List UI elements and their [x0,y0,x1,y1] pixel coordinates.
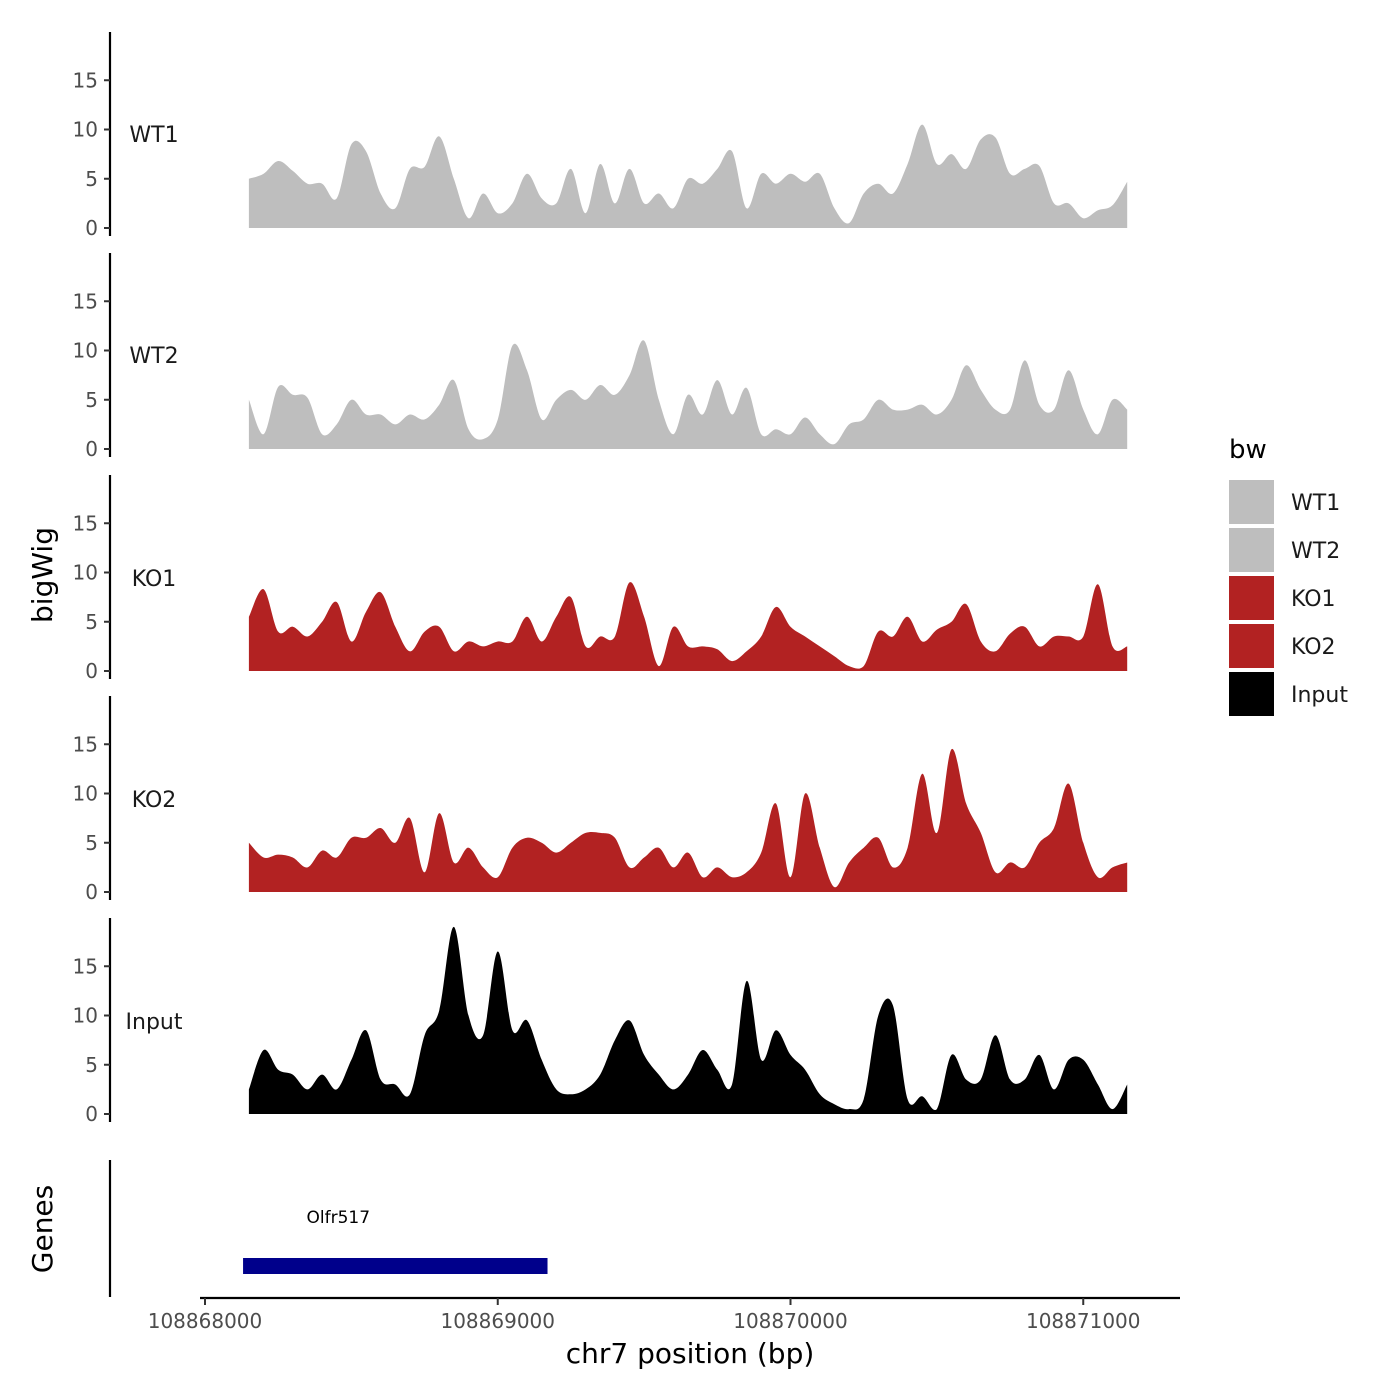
legend-label-ko1: KO1 [1291,587,1336,612]
y-axis-title: bigWig [26,527,59,623]
y-tick-label: 0 [85,216,98,240]
y-tick-label: 10 [73,1004,98,1028]
y-tick-label: 5 [85,388,98,412]
y-tick-label: 5 [85,167,98,191]
area-ko2 [248,748,1128,892]
y-tick-label: 0 [85,659,98,683]
legend-key-ko1 [1229,576,1274,620]
x-tick-label: 108869000 [440,1309,555,1333]
legend-label-wt1: WT1 [1291,491,1340,516]
track-ko1: 0 5 10 15 KO1 [73,475,1128,683]
track-wt1: 0 5 10 15 WT1 [73,32,1128,240]
y-tick-label: 15 [73,68,98,92]
y-tick-label: 15 [73,289,98,313]
legend-key-ko2 [1229,624,1274,668]
gene-olfr517 [243,1258,548,1274]
y-tick-label: 5 [85,1053,98,1077]
y-tick-label: 0 [85,1102,98,1126]
y-tick-label: 5 [85,610,98,634]
legend-label-input: Input [1291,683,1348,708]
track-label-wt2: WT2 [129,344,178,369]
y-tick-label: 10 [73,561,98,585]
x-axis-title: chr7 position (bp) [566,1337,815,1370]
x-axis: 108868000 108869000 108870000 108871000 [148,1296,1180,1333]
gene-track-panel: Olfr517 [108,1160,548,1297]
area-wt2 [248,340,1128,449]
y-tick-label: 10 [73,782,98,806]
legend-label-wt2: WT2 [1291,539,1340,564]
y-tick-label: 15 [73,511,98,535]
y-tick-label: 5 [85,831,98,855]
y-tick-label: 15 [73,732,98,756]
track-label-input: Input [126,1010,183,1035]
y-tick-label: 10 [73,339,98,363]
legend-key-input [1229,672,1274,716]
legend: bw WT1 WT2 KO1 KO2 Input [1229,435,1348,716]
legend-key-wt1 [1229,480,1274,524]
track-input: 0 5 10 15 Input [73,918,1128,1126]
x-tick-label: 108870000 [733,1309,848,1333]
track-wt2: 0 5 10 15 WT2 [73,253,1128,461]
track-label-ko2: KO2 [132,788,177,813]
track-label-ko1: KO1 [132,567,177,592]
y-tick-label: 10 [73,118,98,142]
legend-key-wt2 [1229,528,1274,572]
y-tick-label: 15 [73,954,98,978]
coverage-tracks: 0 5 10 15 WT1 0 5 10 15 WT2 0 5 10 15 KO1 0 5 10 15 KO2 0 5 10… [73,32,1128,1126]
area-wt1 [248,124,1128,228]
track-ko2: 0 5 10 15 KO2 [73,696,1128,904]
y-tick-label: 0 [85,880,98,904]
x-tick-label: 108871000 [1026,1309,1141,1333]
legend-title: bw [1229,435,1267,465]
track-label-wt1: WT1 [129,123,178,148]
area-ko1 [248,582,1128,671]
legend-label-ko2: KO2 [1291,635,1336,660]
genes-axis-title: Genes [26,1185,59,1273]
y-tick-label: 0 [85,437,98,461]
area-input [248,926,1128,1114]
gene-label-olfr517: Olfr517 [307,1208,371,1228]
x-tick-label: 108868000 [148,1309,263,1333]
